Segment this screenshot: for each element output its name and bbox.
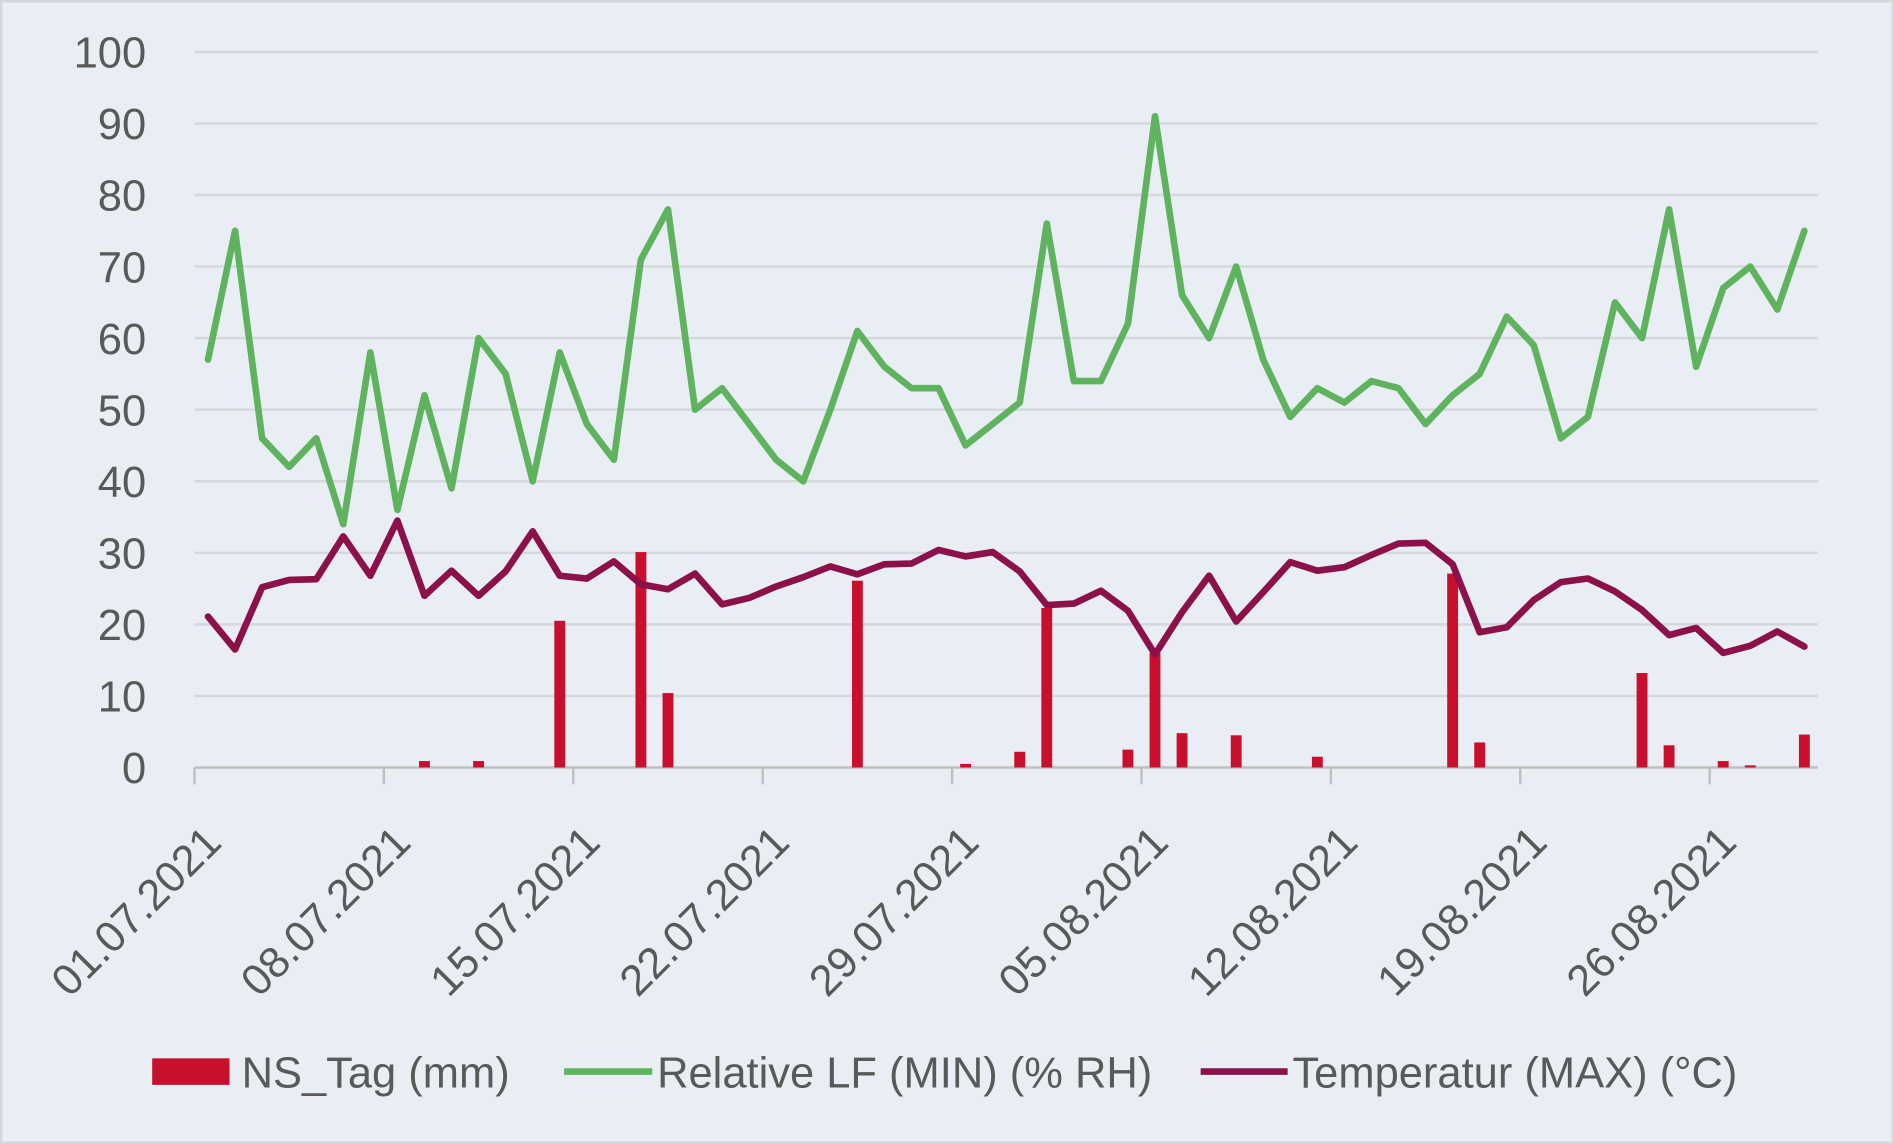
bar-ns-tag-day-42: [1311, 756, 1323, 768]
y-tick-label: 60: [98, 316, 146, 364]
line-temperatur-max: [204, 517, 1808, 658]
bars-ns-tag: [419, 552, 1810, 768]
y-tick-label: 20: [98, 602, 146, 650]
y-tick-label: 70: [98, 244, 146, 292]
y-tick-label: 50: [98, 387, 146, 435]
y-axis-labels: 0 10 20 30 40 50 60 70 80 90 100: [74, 30, 147, 794]
y-tick-label: 100: [74, 30, 147, 78]
y-tick-label: 80: [98, 173, 146, 221]
legend-label-ns-tag: NS_Tag (mm): [242, 1049, 510, 1097]
gridlines: [194, 50, 1818, 698]
legend-label-relative-lf: Relative LF (MIN) (% RH): [657, 1049, 1152, 1097]
y-tick-label: 90: [98, 101, 146, 149]
bar-ns-tag-day-32: [1041, 607, 1053, 768]
legend-label-temperatur: Temperatur (MAX) (°C): [1292, 1049, 1737, 1097]
bar-ns-tag-day-48: [1474, 742, 1486, 768]
bar-ns-tag-day-57: [1717, 761, 1729, 768]
bar-ns-tag-day-55: [1663, 745, 1675, 768]
y-tick-label: 40: [98, 459, 146, 507]
bar-ns-tag-day-35: [1122, 749, 1134, 768]
bar-ns-tag-day-54: [1636, 673, 1648, 768]
bar-ns-tag-day-39: [1230, 735, 1242, 768]
bar-ns-tag-day-25: [851, 580, 863, 768]
bar-ns-tag-day-36: [1149, 652, 1161, 768]
bar-ns-tag-day-60: [1798, 734, 1810, 768]
line-relative-lf-min: [204, 113, 1808, 528]
bar-ns-tag-day-9: [419, 761, 430, 768]
bar-ns-tag-day-29: [960, 763, 972, 768]
bar-ns-tag-day-47: [1447, 573, 1459, 768]
bar-ns-tag-day-37: [1176, 733, 1188, 768]
y-tick-label: 0: [122, 745, 146, 793]
bar-ns-tag-day-11: [473, 761, 485, 768]
x-axis-ticks: [193, 767, 1711, 785]
bar-ns-tag-day-31: [1014, 751, 1026, 768]
legend-swatch-ns-tag: [152, 1058, 230, 1085]
bar-ns-tag-day-14: [554, 620, 566, 768]
bar-ns-tag-day-58: [1744, 765, 1756, 768]
y-tick-label: 10: [98, 674, 146, 722]
legend-item-ns-tag: NS_Tag (mm): [152, 1049, 510, 1097]
bar-ns-tag-day-18: [662, 693, 674, 768]
legend: NS_Tag (mm) Relative LF (MIN) (% RH) Tem…: [152, 1049, 1737, 1097]
y-tick-label: 30: [98, 531, 146, 579]
legend-item-temperatur: Temperatur (MAX) (°C): [1200, 1049, 1737, 1097]
bar-ns-tag-day-17: [635, 552, 647, 768]
legend-item-relative-lf: Relative LF (MIN) (% RH): [564, 1049, 1152, 1097]
